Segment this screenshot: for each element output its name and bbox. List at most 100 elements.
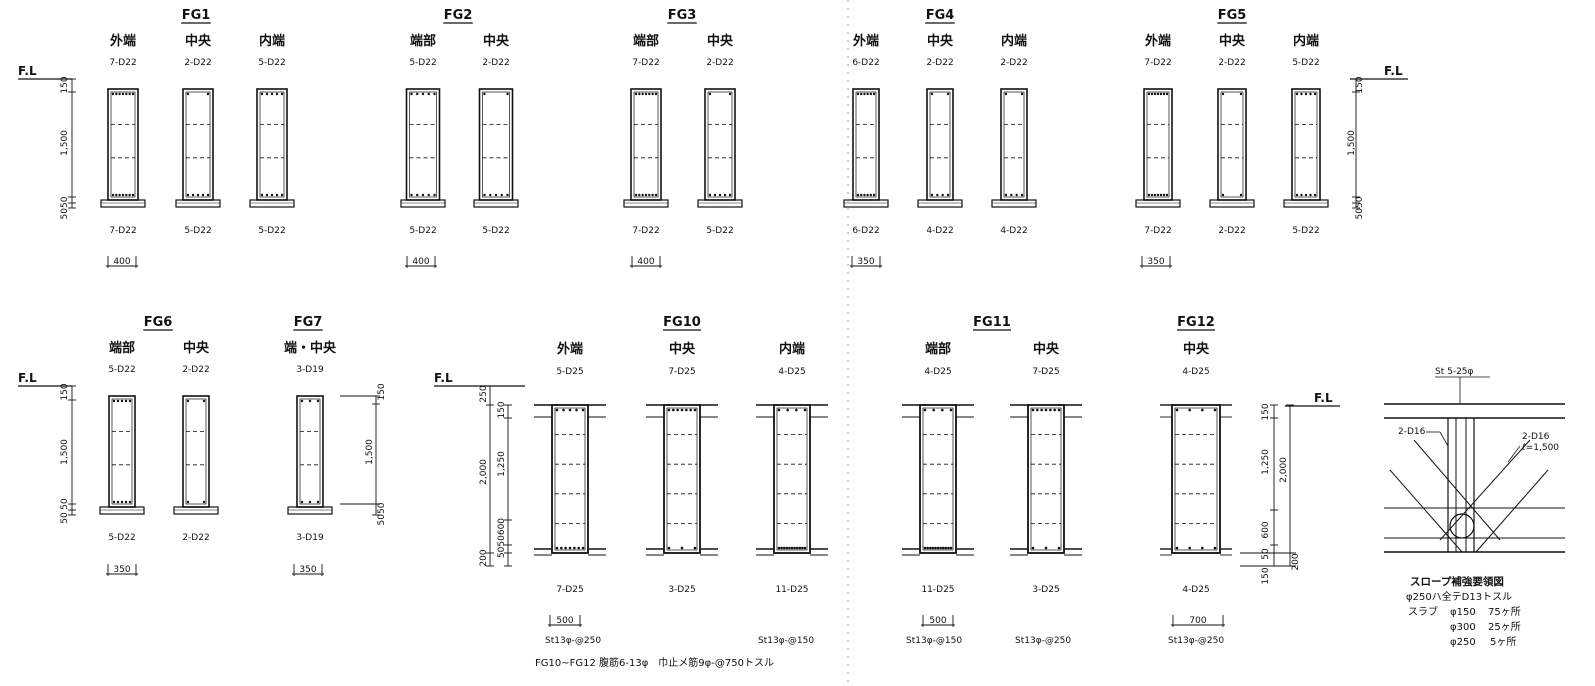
top-bar-label: 2-D22 — [706, 58, 733, 68]
rebar-dot — [930, 193, 934, 197]
frame-title-fg10: FG10 — [663, 315, 701, 330]
rebar-dot — [926, 546, 929, 550]
rebar-dot — [202, 399, 206, 403]
bottom-bar-label: 2-D22 — [182, 533, 209, 543]
rebar-dot — [1239, 193, 1243, 197]
rebar-dot — [689, 408, 692, 412]
rebar-dot — [641, 92, 644, 96]
width-dim-fg1: 400 — [113, 257, 130, 267]
rebar-dot — [641, 193, 644, 197]
rebar-dot — [863, 92, 866, 96]
bottom-bar-label: 5-D22 — [1292, 226, 1319, 236]
frame-title-fg11: FG11 — [973, 315, 1011, 330]
beam-section — [1171, 404, 1221, 554]
rebar-dot — [1159, 193, 1163, 197]
rebar-dot — [651, 193, 654, 197]
rebar-dot — [1031, 408, 1035, 412]
beam-section — [852, 88, 880, 201]
rebar-dot — [708, 92, 712, 96]
rebar-dot — [316, 399, 320, 403]
rebar-dot — [693, 546, 697, 550]
rebar-dot — [1175, 546, 1179, 550]
svg-text:150: 150 — [60, 76, 70, 93]
rebar-dot — [128, 500, 132, 504]
stirrup-fg10-right: St13φ-@150 — [758, 636, 814, 646]
top-bar-label: 2-D22 — [1000, 58, 1027, 68]
rebar-dot — [866, 193, 869, 197]
svg-text:5050: 5050 — [1355, 196, 1365, 219]
rebar-dot — [1010, 193, 1013, 197]
fl-marker-bottom-left: F.L — [18, 371, 72, 387]
svg-text:50: 50 — [1261, 548, 1271, 560]
rebar-dot — [427, 92, 430, 96]
rebar-dot — [785, 546, 789, 550]
bottom-bar-label: 4-D25 — [1182, 585, 1209, 595]
rebar-dot — [667, 546, 671, 550]
rebar-dot — [803, 408, 807, 412]
rebar-dot — [300, 399, 304, 403]
rebar-dot — [856, 92, 860, 96]
frame-title-fg7: FG7 — [294, 315, 323, 330]
rebar-dot — [1147, 193, 1151, 197]
bottom-bar-label: 6-D22 — [852, 226, 879, 236]
fl-marker-fg12: F.L — [1285, 391, 1340, 407]
rebar-dot — [949, 546, 953, 550]
svg-text:5050: 5050 — [60, 196, 70, 219]
svg-text:150: 150 — [1261, 567, 1271, 584]
rebar-dot — [928, 546, 932, 550]
stirrup-fg11-right: St13φ-@250 — [1015, 636, 1071, 646]
rebar-dot — [555, 546, 559, 550]
svg-text:φ300: φ300 — [1450, 622, 1476, 633]
svg-text:St 5-25φ: St 5-25φ — [1435, 367, 1474, 377]
fl-marker-top-right: F.L — [1350, 64, 1408, 80]
bottom-bar-label: 5-D22 — [258, 226, 285, 236]
section-position: 端部 — [109, 340, 135, 356]
rebar-dot — [793, 546, 796, 550]
rebar-dot — [863, 193, 866, 197]
beam-section — [405, 88, 441, 201]
svg-text:250: 250 — [479, 385, 489, 402]
rebar-dot — [116, 399, 120, 403]
top-bar-label: 4-D25 — [1182, 367, 1209, 377]
rebar-dot — [667, 408, 671, 412]
svg-text:F.L: F.L — [1314, 391, 1333, 405]
bottom-bar-label: 3-D25 — [668, 585, 695, 595]
svg-text:1,500: 1,500 — [1347, 130, 1357, 156]
svg-text:1,500: 1,500 — [60, 439, 70, 465]
rebar-dot — [644, 92, 648, 96]
bottom-bar-label: 5-D22 — [108, 533, 135, 543]
beam-section — [773, 404, 811, 554]
rebar-dot — [275, 92, 279, 96]
width-dim-fg4: 350 — [857, 257, 874, 267]
rebar-dot — [1221, 92, 1225, 96]
rebar-dot — [1165, 193, 1169, 197]
beam-section — [1027, 404, 1065, 554]
frame-title-fg5: FG5 — [1218, 8, 1247, 23]
top-bar-label: 2-D22 — [482, 58, 509, 68]
bottom-bar-label: 7-D22 — [109, 226, 136, 236]
rebar-dot — [1020, 193, 1024, 197]
rebar-dot — [560, 546, 563, 550]
bottom-bar-label: 11-D25 — [921, 585, 954, 595]
rebar-dot — [780, 546, 783, 550]
frame-title-fg1: FG1 — [182, 8, 211, 23]
rebar-dot — [1213, 546, 1217, 550]
rebar-dot — [795, 408, 798, 412]
bottom-bar-label: 4-D22 — [926, 226, 953, 236]
section-position: 外端 — [109, 33, 136, 49]
fl-marker-top-left: F.L — [18, 64, 72, 80]
rebar-dot — [575, 408, 578, 412]
rebar-dot — [433, 92, 436, 96]
rebar-dot — [506, 92, 509, 96]
rebar-dot — [648, 92, 651, 96]
rebar-dot — [564, 546, 567, 550]
rebar-dot — [577, 546, 580, 550]
rebar-dot — [728, 193, 732, 197]
rebar-dot — [1175, 408, 1179, 412]
rebar-dot — [1150, 92, 1154, 96]
rebar-dot — [1313, 92, 1317, 96]
frame-title-fg6: FG6 — [144, 315, 173, 330]
svg-text:50: 50 — [60, 512, 70, 524]
beam-section — [704, 88, 736, 201]
rebar-dot — [115, 193, 118, 197]
